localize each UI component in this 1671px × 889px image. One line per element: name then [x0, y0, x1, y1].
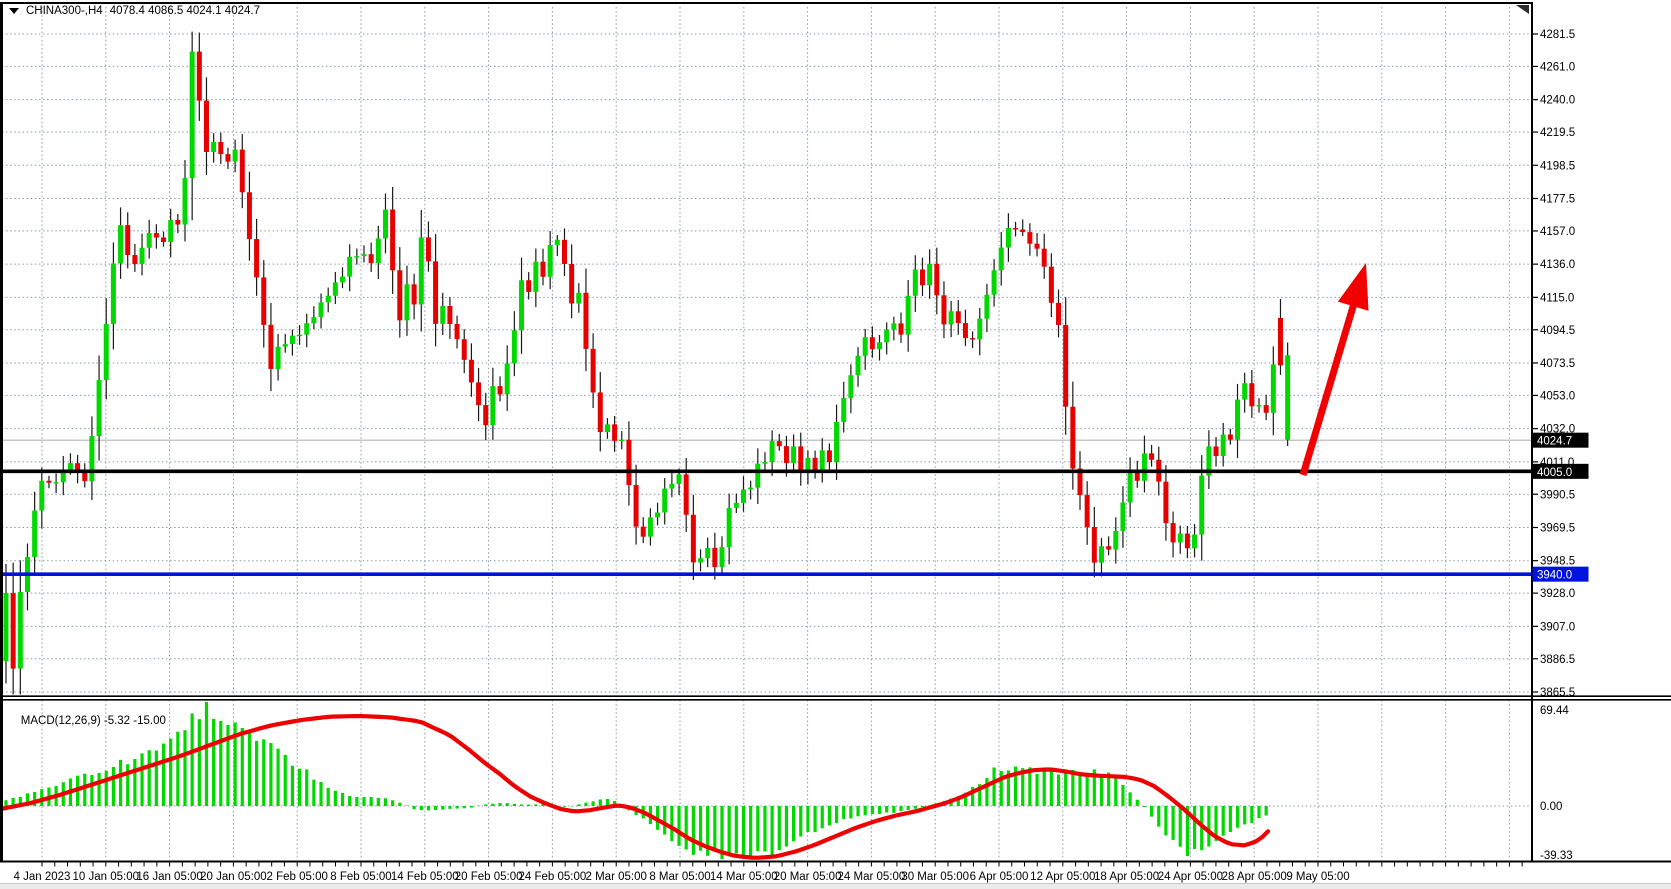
svg-text:4115.0: 4115.0	[1540, 292, 1574, 304]
chart-borders	[0, 2, 1671, 863]
macd-name: MACD(12,26,9)	[20, 715, 101, 727]
macd-axis-label: 0.00	[1540, 801, 1562, 813]
time-axis-label: 28 Apr 05:00	[1222, 871, 1287, 883]
time-axis-label: 6 Apr 05:00	[970, 871, 1029, 883]
symbol-dropdown-icon[interactable]	[9, 7, 19, 14]
svg-text:4073.5: 4073.5	[1540, 358, 1575, 370]
time-axis-label: 16 Jan 05:00	[136, 871, 203, 883]
svg-text:3990.5: 3990.5	[1540, 489, 1575, 501]
svg-text:4261.0: 4261.0	[1540, 61, 1575, 73]
macd-axis-label: 69.44	[1540, 705, 1569, 717]
svg-text:3948.5: 3948.5	[1540, 556, 1575, 568]
svg-text:4240.0: 4240.0	[1540, 95, 1575, 107]
svg-text:4177.5: 4177.5	[1540, 193, 1575, 205]
ohlc-readout: 4078.4 4086.5 4024.1 4024.7	[109, 4, 260, 17]
macd-indicator-label: MACD(12,26,9) -5.32 -15.00	[8, 703, 166, 739]
time-axis-label: 24 Apr 05:00	[1158, 871, 1223, 883]
time-axis-label: 2 Mar 05:00	[586, 871, 647, 883]
time-axis-label: 24 Mar 05:00	[838, 871, 906, 883]
time-axis-label: 14 Mar 05:00	[710, 871, 778, 883]
time-axis-label: 20 Feb 05:00	[455, 871, 523, 883]
svg-text:4024.7: 4024.7	[1537, 436, 1572, 448]
time-axis-label: 24 Feb 05:00	[519, 871, 587, 883]
window-bottom-strip	[0, 883, 1671, 889]
svg-text:3886.5: 3886.5	[1540, 654, 1575, 666]
svg-text:4005.0: 4005.0	[1537, 467, 1572, 479]
chart-shift-marker-icon[interactable]	[1516, 5, 1529, 14]
price-axis[interactable]: 4281.5 4261.0 4240.0 4219.5 4198.5 4177.5 4157…	[1533, 29, 1575, 862]
time-axis-label: 12 Apr 05:00	[1030, 871, 1095, 883]
price-badge-level-4005: 4005.0	[1532, 463, 1589, 479]
svg-text:3969.5: 3969.5	[1540, 522, 1575, 534]
trend-arrow[interactable]	[1299, 263, 1369, 476]
svg-text:3907.0: 3907.0	[1540, 621, 1575, 633]
time-axis-label: 4 Jan 2023	[14, 871, 71, 883]
svg-text:4136.0: 4136.0	[1540, 259, 1575, 271]
svg-text:4281.5: 4281.5	[1540, 29, 1575, 41]
macd-histogram	[4, 701, 1268, 860]
time-axis-label: 8 Feb 05:00	[330, 871, 391, 883]
time-axis-label: 20 Mar 05:00	[774, 871, 842, 883]
time-axis-label: 8 Mar 05:00	[649, 871, 710, 883]
svg-text:4219.5: 4219.5	[1540, 127, 1575, 139]
svg-text:4198.5: 4198.5	[1540, 160, 1575, 172]
svg-text:4094.5: 4094.5	[1540, 325, 1575, 337]
time-axis-label: 2 Feb 05:00	[267, 871, 328, 883]
macd-values: -5.32 -15.00	[100, 715, 166, 727]
time-axis-label: 20 Jan 05:00	[200, 871, 267, 883]
svg-text:3865.5: 3865.5	[1540, 687, 1575, 699]
candlesticks	[3, 31, 1291, 695]
svg-text:3940.0: 3940.0	[1537, 570, 1572, 582]
svg-text:4053.0: 4053.0	[1540, 390, 1575, 402]
svg-text:3928.0: 3928.0	[1540, 588, 1575, 600]
time-axis-label: 9 May 05:00	[1286, 871, 1349, 883]
time-axis-label: 10 Jan 05:00	[73, 871, 140, 883]
chart-title-bar: CHINA300-,H4 4078.4 4086.5 4024.1 4024.7	[9, 3, 260, 18]
price-badge-level-3940: 3940.0	[1532, 566, 1589, 582]
time-axis-label: 30 Mar 05:00	[901, 871, 969, 883]
svg-text:4157.0: 4157.0	[1540, 226, 1575, 238]
time-axis-label: 18 Apr 05:00	[1094, 871, 1159, 883]
price-badge-current: 4024.7	[1532, 432, 1589, 448]
svg-text:4032.0: 4032.0	[1540, 424, 1575, 436]
symbol-title: CHINA300-,H4	[26, 4, 103, 17]
time-axis-label: 14 Feb 05:00	[391, 871, 459, 883]
macd-signal-line	[0, 713, 1271, 860]
macd-axis-label: -39.33	[1540, 850, 1573, 862]
